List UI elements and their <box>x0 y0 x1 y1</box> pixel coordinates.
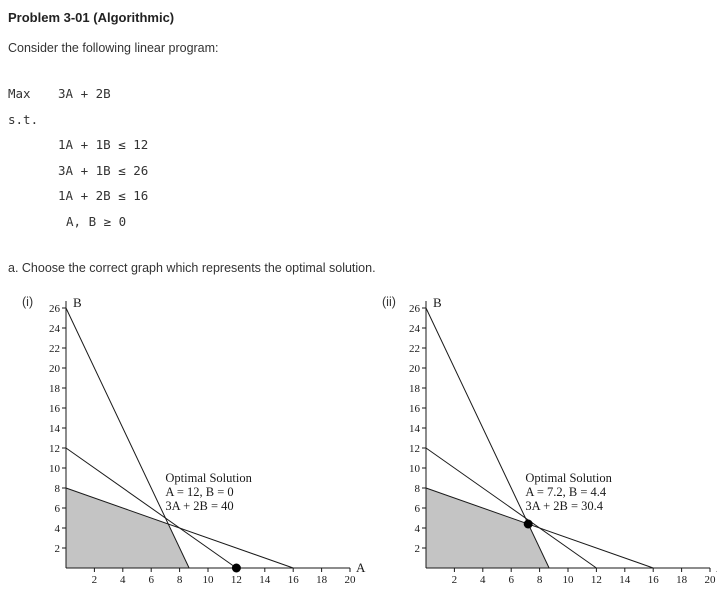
svg-text:14: 14 <box>409 423 421 435</box>
optimal-point <box>231 563 241 573</box>
svg-text:14: 14 <box>49 423 61 435</box>
svg-text:A = 12, B = 0: A = 12, B = 0 <box>165 485 233 499</box>
svg-text:4: 4 <box>120 574 126 586</box>
graph-option-ii-label: (ii) <box>382 295 396 309</box>
svg-text:16: 16 <box>409 403 421 415</box>
svg-text:2: 2 <box>452 574 458 586</box>
svg-text:6: 6 <box>148 574 154 586</box>
svg-text:20: 20 <box>345 574 357 586</box>
objective-label: Max <box>8 86 31 101</box>
svg-text:10: 10 <box>203 574 215 586</box>
graph-ii-plot: 24681012141618202224262468101214161820BA… <box>409 295 717 586</box>
svg-text:18: 18 <box>49 383 61 395</box>
graph-option-i[interactable]: (i) 2 4 6 8 10 12 14 16 18 20 22 24 26 2 4 6 8 10 12 14 16 18… <box>8 293 368 593</box>
svg-text:20: 20 <box>409 363 421 375</box>
svg-text:26: 26 <box>409 303 421 315</box>
svg-text:20: 20 <box>705 574 717 586</box>
part-a-prompt: a. Choose the correct graph which repres… <box>8 261 376 275</box>
svg-text:3A + 2B = 40: 3A + 2B = 40 <box>165 499 233 513</box>
svg-text:B: B <box>73 295 82 310</box>
nonnegativity-constraint: A, B ≥ 0 <box>66 213 127 229</box>
svg-text:3A + 2B = 30.4: 3A + 2B = 30.4 <box>525 499 603 513</box>
svg-text:10: 10 <box>49 463 61 475</box>
svg-text:Optimal Solution: Optimal Solution <box>525 471 612 485</box>
svg-text:6: 6 <box>415 503 421 515</box>
svg-text:4: 4 <box>55 523 61 535</box>
constraint-1: 1A + 1B ≤ 12 <box>58 137 149 152</box>
svg-text:22: 22 <box>409 343 420 355</box>
svg-text:4: 4 <box>415 523 421 535</box>
svg-text:6: 6 <box>508 574 514 586</box>
problem-title: Problem 3-01 (Algorithmic) <box>8 10 175 25</box>
svg-text:16: 16 <box>288 574 300 586</box>
problem-intro: Consider the following linear program: <box>8 41 219 55</box>
svg-text:12: 12 <box>49 443 60 455</box>
svg-text:8: 8 <box>55 483 61 495</box>
svg-text:24: 24 <box>49 323 61 335</box>
svg-text:8: 8 <box>415 483 421 495</box>
svg-text:24: 24 <box>409 323 421 335</box>
svg-text:6: 6 <box>55 503 61 515</box>
svg-text:10: 10 <box>409 463 421 475</box>
svg-text:Optimal Solution: Optimal Solution <box>165 471 252 485</box>
objective-function: 3A + 2B <box>58 86 111 101</box>
graph-option-ii[interactable]: (ii) 2 4 6 8 10 12 14 16 18 20 22 24 26 2 4 6 8 10 12 14 16 1… <box>368 293 717 593</box>
linear-program: Max 3A + 2B s.t. 1A + 1B ≤ 12 3A + 1B ≤ 2… <box>8 81 709 234</box>
svg-text:16: 16 <box>49 403 61 415</box>
graph-option-i-label: (i) <box>22 295 34 309</box>
svg-text:18: 18 <box>676 574 688 586</box>
svg-text:26: 26 <box>49 303 61 315</box>
svg-text:14: 14 <box>619 574 631 586</box>
svg-text:A = 7.2, B = 4.4: A = 7.2, B = 4.4 <box>525 485 607 499</box>
constraint-2: 3A + 1B ≤ 26 <box>58 162 149 178</box>
svg-text:18: 18 <box>409 383 421 395</box>
svg-text:16: 16 <box>648 574 660 586</box>
svg-text:12: 12 <box>231 574 242 586</box>
answer-graphs: (i) 2 4 6 8 10 12 14 16 18 20 22 24 26 2 4 6 8 10 12 14 16 18… <box>8 293 717 593</box>
svg-text:20: 20 <box>49 363 61 375</box>
svg-text:2: 2 <box>55 543 61 555</box>
feasible-region <box>66 488 190 568</box>
objective-row: Max 3A + 2B <box>8 81 709 107</box>
svg-text:22: 22 <box>49 343 60 355</box>
svg-text:2: 2 <box>92 574 98 586</box>
constraint-3: 1A + 2B ≤ 16 <box>58 188 149 203</box>
feasible-region <box>426 488 550 568</box>
svg-text:12: 12 <box>409 443 420 455</box>
svg-text:2: 2 <box>415 543 421 555</box>
svg-text:18: 18 <box>316 574 328 586</box>
svg-text:4: 4 <box>480 574 486 586</box>
svg-text:8: 8 <box>177 574 183 586</box>
optimal-point <box>523 519 533 529</box>
svg-text:10: 10 <box>563 574 575 586</box>
svg-text:14: 14 <box>259 574 271 586</box>
svg-text:12: 12 <box>591 574 602 586</box>
svg-text:8: 8 <box>537 574 543 586</box>
subject-to-label: s.t. <box>8 111 39 127</box>
svg-text:A: A <box>356 560 366 575</box>
svg-text:B: B <box>433 295 442 310</box>
